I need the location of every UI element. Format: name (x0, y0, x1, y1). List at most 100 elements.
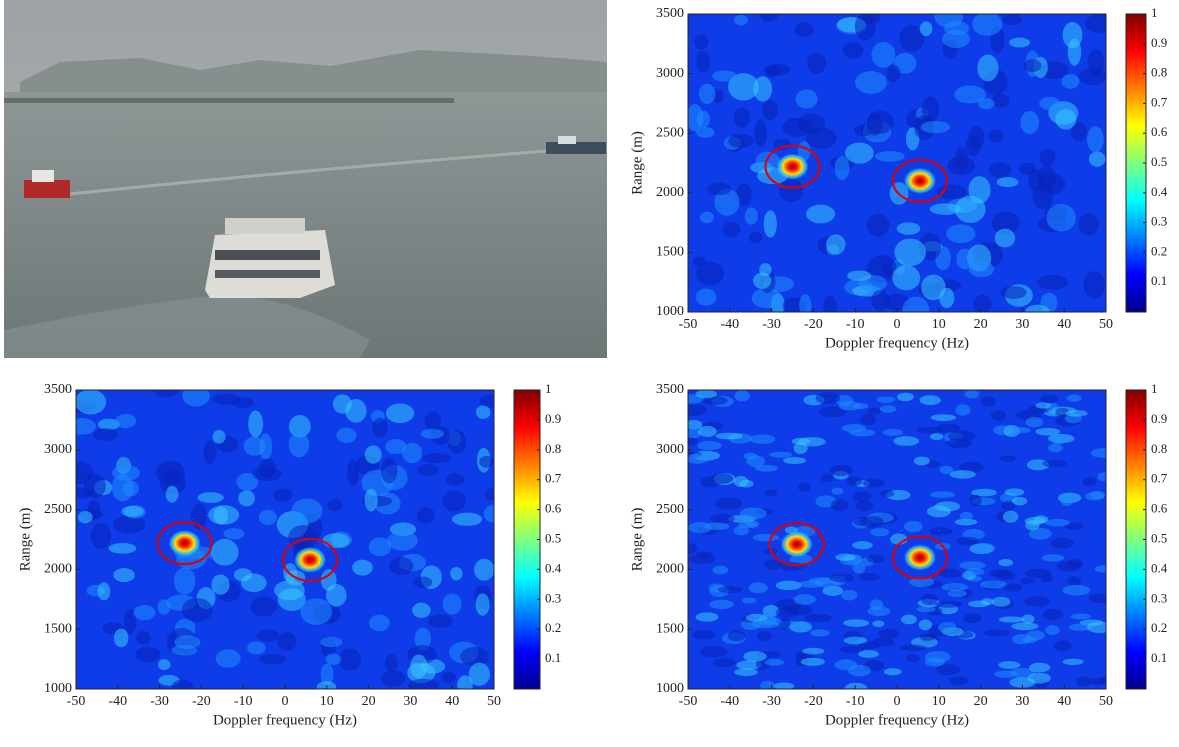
colorbar-tick-label: 0.3 (545, 590, 561, 605)
speckle (1042, 609, 1064, 621)
colorbar-tick-label: 0.4 (1151, 184, 1168, 199)
speckle (840, 589, 858, 601)
speckle (92, 428, 119, 441)
speckle (918, 619, 933, 631)
x-tick-label: -20 (804, 317, 823, 332)
speckle (688, 104, 704, 132)
speckle (727, 73, 759, 101)
y-tick-label: 3000 (44, 442, 72, 457)
x-tick-label: 0 (894, 317, 901, 332)
speckle (250, 596, 277, 617)
speckle (421, 453, 452, 464)
speckle (288, 525, 318, 550)
speckle (946, 438, 972, 449)
speckle (852, 562, 866, 574)
speckle (744, 207, 758, 225)
speckle (947, 589, 967, 598)
speckle (112, 464, 141, 481)
speckle (153, 390, 179, 398)
speckle (830, 499, 849, 511)
x-tick-label: 30 (1015, 317, 1029, 332)
speckle (798, 482, 811, 492)
y-tick-label: 3500 (656, 6, 684, 21)
speckle (756, 630, 772, 641)
speckle (896, 392, 914, 402)
speckle (838, 400, 861, 411)
speckle (764, 65, 780, 78)
target-circle (891, 535, 948, 580)
speckle (751, 620, 779, 629)
speckle (1020, 110, 1040, 135)
speckle (710, 472, 734, 484)
colorbar-tick-label: 0.9 (545, 411, 561, 426)
speckle (1083, 271, 1105, 299)
speckle (90, 523, 112, 549)
speckle (135, 646, 161, 663)
speckle (695, 390, 718, 399)
colorbar-tick-label: 0.6 (1151, 501, 1168, 516)
speckle (474, 558, 494, 581)
speckle (277, 632, 297, 651)
speckle (899, 644, 928, 651)
x-tick-label: -30 (762, 694, 781, 709)
speckle (695, 288, 717, 306)
speckle (862, 478, 885, 488)
speckle (738, 521, 757, 529)
speckle (300, 598, 333, 625)
speckle (484, 488, 494, 501)
speckle (238, 490, 256, 507)
speckle (133, 604, 156, 621)
speckle (930, 414, 956, 421)
speckle (416, 507, 435, 524)
speckle (844, 682, 868, 689)
speckle (483, 505, 494, 523)
speckle (155, 460, 185, 485)
heatmap-panel: -50 -40 -30 -20 -10 0 10 20 30 40 50 1000 1500 2000 25… (17, 381, 561, 728)
speckle (773, 682, 795, 689)
colorbar-tick-label: 0.2 (1151, 620, 1167, 635)
y-tick-label: 2500 (44, 502, 72, 517)
colorbar-tick-label: 1 (1151, 5, 1158, 20)
y-tick-label: 1000 (656, 304, 684, 319)
speckle (831, 487, 844, 495)
speckle (959, 561, 986, 570)
speckle (949, 676, 969, 686)
speckle (1033, 515, 1049, 524)
speckle (698, 83, 716, 104)
speckle (401, 442, 423, 464)
speckle (712, 565, 729, 575)
speckle (479, 394, 494, 409)
speckle (753, 272, 772, 289)
x-tick-label: -10 (846, 317, 865, 332)
speckle (919, 395, 941, 406)
speckle (728, 133, 754, 148)
speckle (879, 405, 897, 413)
speckle (968, 600, 990, 608)
speckle (135, 630, 151, 645)
speckle (688, 404, 707, 416)
speckle (1019, 577, 1035, 584)
speckle (709, 599, 734, 610)
x-tick-label: 0 (282, 694, 289, 709)
speckle (916, 606, 936, 613)
speckle (859, 573, 880, 581)
speckle (842, 424, 867, 433)
speckle (1003, 583, 1023, 592)
speckle (870, 527, 890, 537)
speckle (929, 491, 956, 498)
speckle (773, 139, 792, 151)
x-tick-label: -30 (762, 317, 781, 332)
speckle (749, 434, 776, 444)
speckle (956, 248, 975, 270)
speckle (929, 203, 962, 215)
x-tick-label: 0 (894, 694, 901, 709)
speckle (475, 593, 490, 616)
speckle (1062, 584, 1091, 596)
speckle (1028, 168, 1043, 192)
speckle (1067, 38, 1082, 66)
speckle (1039, 96, 1061, 110)
speckle (734, 668, 758, 677)
speckle (157, 599, 171, 615)
target-peak (168, 530, 201, 557)
speckle (1053, 640, 1072, 652)
